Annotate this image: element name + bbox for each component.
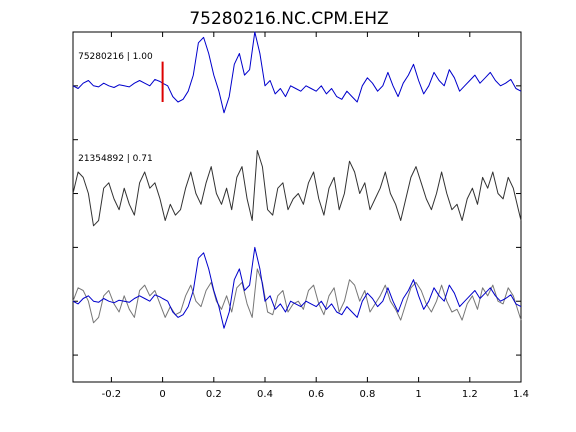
series-line-trace-1 <box>72 31 522 114</box>
x-tick-label: 1.2 <box>462 389 478 400</box>
axis-ticks: -0.2 0 0.2 0.4 0.6 0.8 1 1.2 1.4 <box>73 32 529 400</box>
series-line-overlay-gray <box>72 268 522 324</box>
x-tick-label: 0.4 <box>257 389 273 400</box>
x-tick-label: 1 <box>415 389 421 400</box>
series-line-trace-2 <box>72 150 522 227</box>
series-line-overlay-blue <box>72 246 522 329</box>
trace-label: 21354892 | 0.71 <box>78 154 153 164</box>
x-tick-label: 0 <box>159 389 165 400</box>
labels-layer: 75280216 | 1.00 21354892 | 0.71 <box>78 52 153 164</box>
x-tick-label: 1.4 <box>513 389 529 400</box>
x-tick-label: 0.6 <box>308 389 324 400</box>
trace-label: 75280216 | 1.00 <box>78 52 153 62</box>
x-tick-label: -0.2 <box>102 389 122 400</box>
chart-title: 75280216.NC.CPM.EHZ <box>189 9 388 29</box>
x-tick-label: 0.8 <box>359 389 375 400</box>
plot-frame <box>72 31 522 383</box>
x-tick-label: 0.2 <box>206 389 222 400</box>
series-layer <box>72 31 522 329</box>
